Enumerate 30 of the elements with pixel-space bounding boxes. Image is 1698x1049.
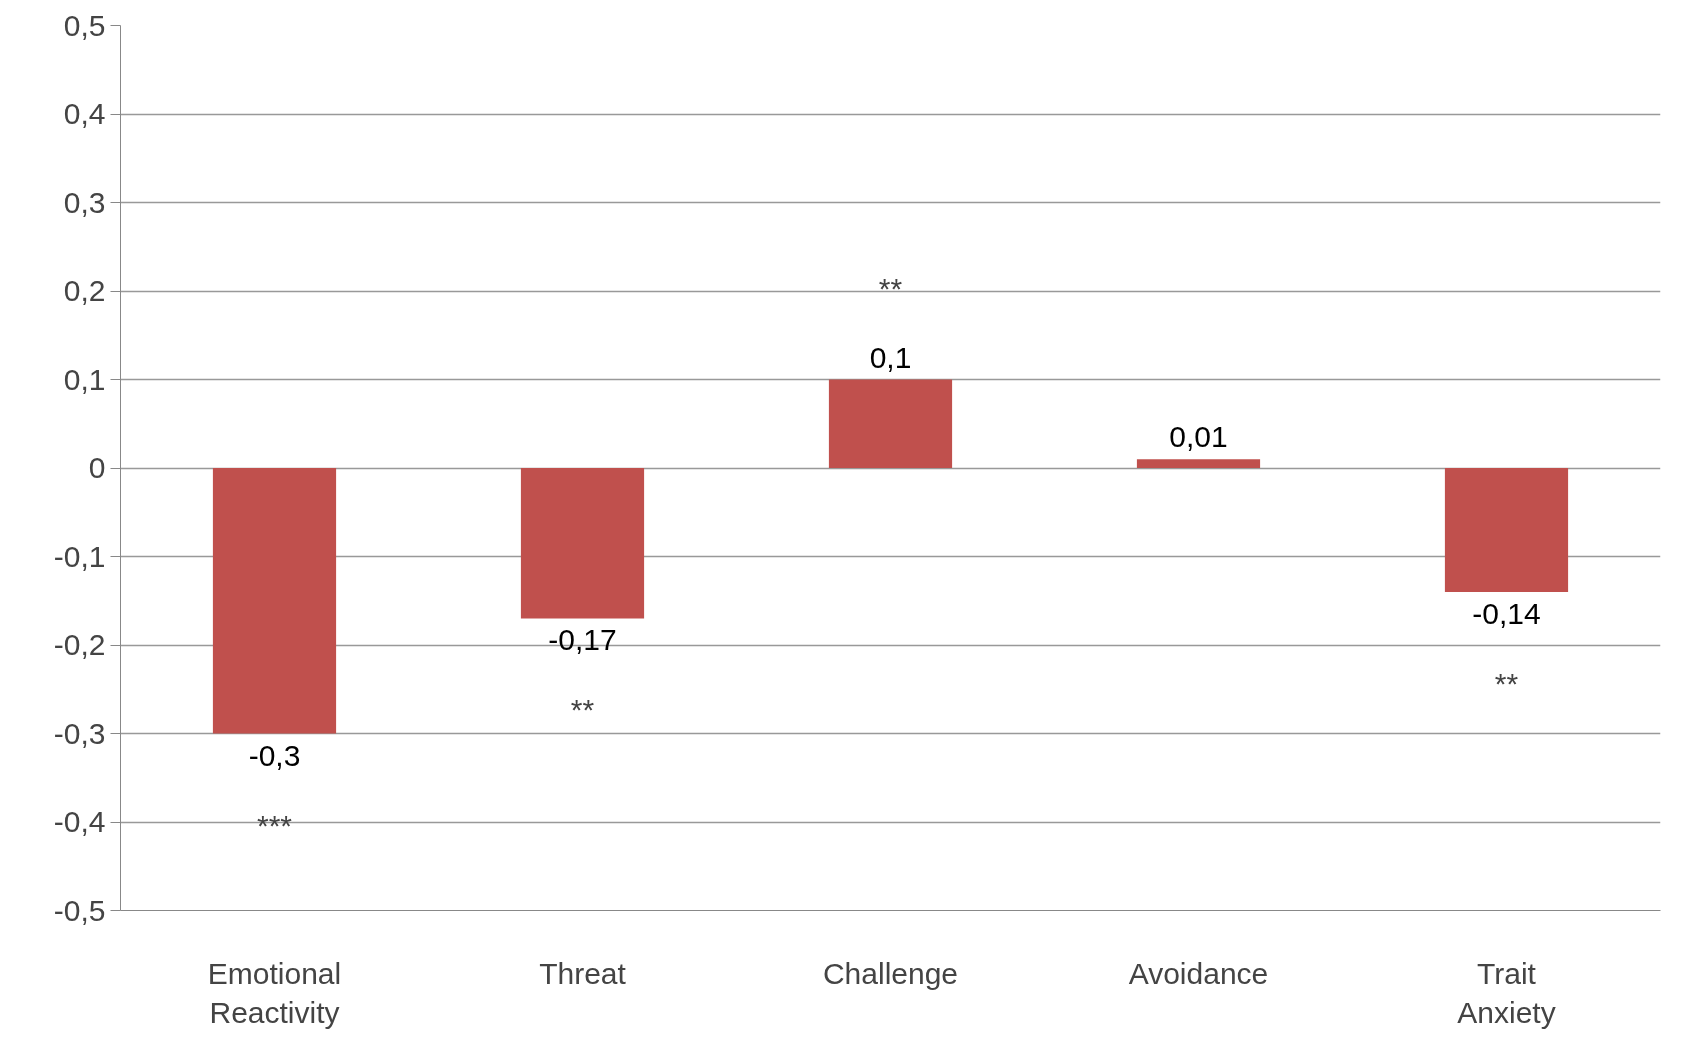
x-tick-label: Trait Anxiety <box>1457 956 1556 1030</box>
annotation: ** <box>878 271 903 305</box>
y-tick-label: 0,3 <box>63 185 106 219</box>
bar <box>828 379 953 468</box>
annotation: ** <box>570 693 595 727</box>
y-tick-label: -0,3 <box>53 716 106 750</box>
y-tick-label: 0,5 <box>63 8 106 42</box>
y-tick-label: -0,1 <box>53 539 106 573</box>
bar <box>520 468 645 619</box>
data-label: 0,01 <box>1169 420 1228 454</box>
y-tick-label: 0 <box>88 451 106 484</box>
data-label: -0,3 <box>248 738 301 772</box>
x-tick-label: Challenge <box>822 956 959 990</box>
y-tick-label: 0,2 <box>63 274 106 307</box>
data-label: -0,14 <box>1472 596 1541 630</box>
y-tick-label: -0,4 <box>53 805 106 838</box>
annotation: *** <box>256 808 293 842</box>
x-tick-label: Threat <box>539 956 627 990</box>
y-tick-label: -0,2 <box>53 628 106 661</box>
y-tick-label: -0,5 <box>53 893 106 927</box>
y-tick-label: 0,4 <box>63 97 106 130</box>
bar <box>212 468 337 734</box>
data-label: 0,1 <box>869 340 912 374</box>
data-label: -0,17 <box>548 623 617 657</box>
bar <box>1444 468 1569 592</box>
y-tick-label: 0,1 <box>63 362 106 396</box>
x-tick-label: Emotional Reactivity <box>207 956 342 1030</box>
x-tick-label: Avoidance <box>1128 956 1269 990</box>
bar <box>1136 459 1261 468</box>
annotation: ** <box>1494 666 1519 700</box>
